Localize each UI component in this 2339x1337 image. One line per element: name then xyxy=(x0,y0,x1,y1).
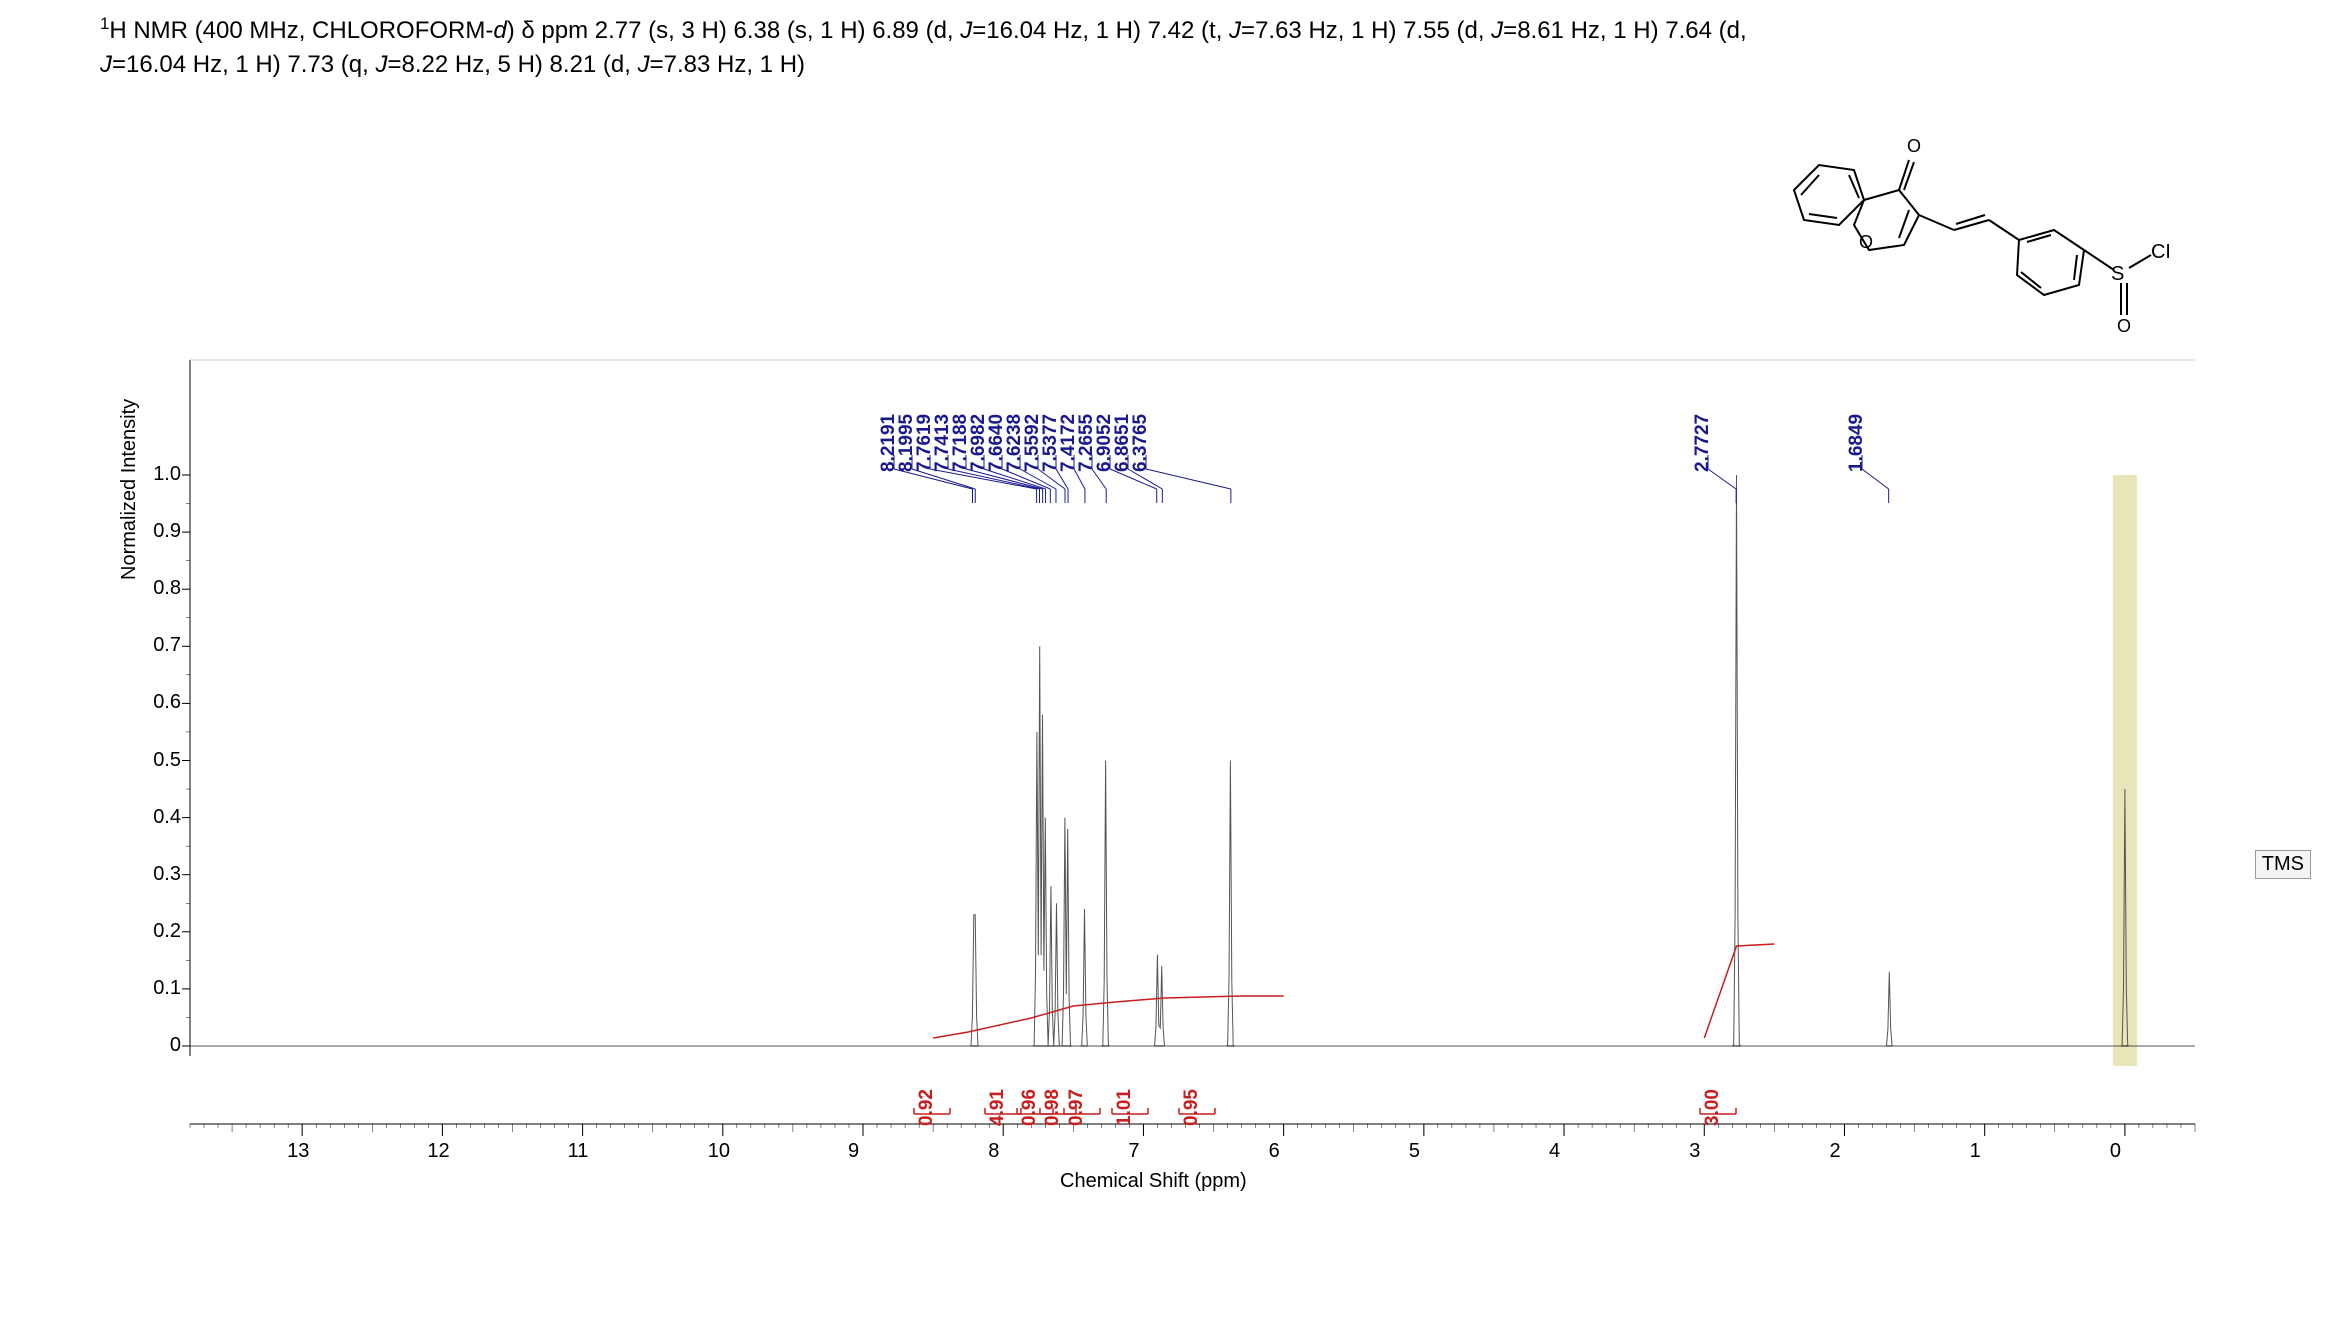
x-tick: 7 xyxy=(1128,1140,1139,1163)
integral-label: 0.92 xyxy=(916,1089,938,1126)
peak-label: 6.3765 xyxy=(1130,414,1152,472)
x-tick: 8 xyxy=(988,1140,999,1163)
x-tick: 0 xyxy=(2110,1140,2121,1163)
x-tick: 5 xyxy=(1409,1140,1420,1163)
integral-label: 3.00 xyxy=(1702,1089,1724,1126)
x-tick: 3 xyxy=(1689,1140,1700,1163)
y-tick: 0 xyxy=(170,1034,181,1057)
y-tick: 0.3 xyxy=(153,863,181,886)
y-tick: 1.0 xyxy=(153,463,181,486)
x-tick: 4 xyxy=(1549,1140,1560,1163)
y-tick: 0.8 xyxy=(153,577,181,600)
y-tick: 0.5 xyxy=(153,749,181,772)
integral-label: 4.91 xyxy=(987,1089,1009,1126)
x-tick: 11 xyxy=(568,1140,589,1163)
x-tick: 1 xyxy=(1970,1140,1981,1163)
peak-label: 2.7727 xyxy=(1692,414,1714,472)
y-tick: 0.2 xyxy=(153,920,181,943)
y-tick: 0.4 xyxy=(153,806,181,829)
y-tick: 0.6 xyxy=(153,691,181,714)
nmr-spectrum-chart xyxy=(0,0,2339,1337)
integral-label: 0.97 xyxy=(1066,1089,1088,1126)
y-tick: 0.9 xyxy=(153,520,181,543)
x-tick: 13 xyxy=(287,1140,309,1163)
integral-label: 0.95 xyxy=(1181,1089,1203,1126)
x-tick: 10 xyxy=(708,1140,730,1163)
x-tick: 9 xyxy=(848,1140,859,1163)
integral-label: 0.98 xyxy=(1042,1089,1064,1126)
y-tick: 0.7 xyxy=(153,634,181,657)
integral-label: 1.01 xyxy=(1114,1089,1136,1126)
integral-label: 0.96 xyxy=(1019,1089,1041,1126)
x-tick: 12 xyxy=(427,1140,449,1163)
y-tick: 0.1 xyxy=(153,977,181,1000)
x-tick: 2 xyxy=(1829,1140,1840,1163)
x-tick: 6 xyxy=(1269,1140,1280,1163)
peak-label: 1.6849 xyxy=(1846,414,1868,472)
